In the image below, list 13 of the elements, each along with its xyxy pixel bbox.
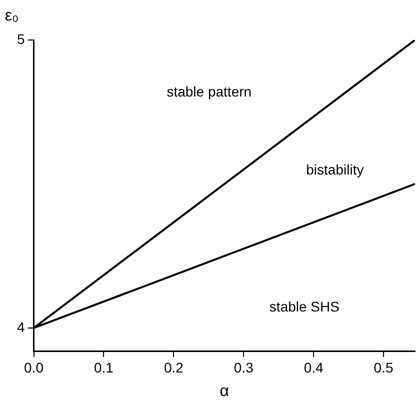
x-tick-label: 0.0	[24, 359, 44, 376]
y-tick-label: 5	[16, 30, 25, 47]
y-axis-title: ε₀	[4, 7, 19, 24]
annotation: stable pattern	[166, 84, 252, 100]
x-axis-title: α	[220, 382, 230, 400]
x-tick-label: 0.2	[164, 359, 184, 376]
x-tick-label: 0.3	[234, 359, 254, 376]
x-tick-label: 0.1	[94, 359, 114, 376]
annotation: bistability	[306, 161, 364, 178]
annotation: stable SHS	[269, 298, 340, 314]
x-tick-label: 0.5	[374, 359, 394, 376]
x-tick-label: 0.4	[304, 359, 324, 376]
y-tick-label: 4	[16, 318, 25, 335]
